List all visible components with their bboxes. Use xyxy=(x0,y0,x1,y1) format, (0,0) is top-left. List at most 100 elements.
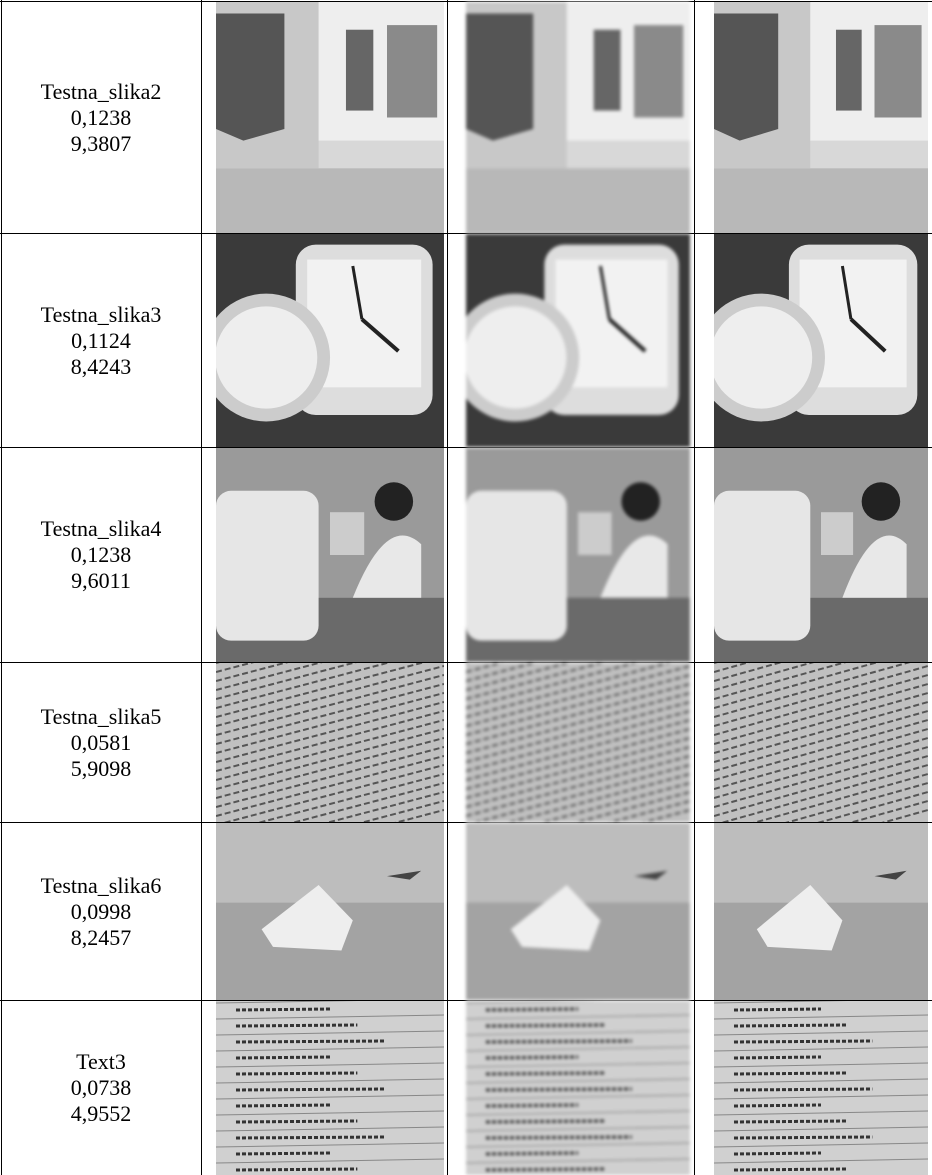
text-line xyxy=(714,737,928,799)
cell-text: Testna_slika4 xyxy=(40,516,162,541)
text-line xyxy=(574,791,690,822)
chart xyxy=(345,29,374,111)
clock-small-face xyxy=(714,306,813,409)
row-rule xyxy=(216,1062,444,1068)
text-line xyxy=(216,663,323,691)
text-line xyxy=(235,1007,331,1012)
text-line xyxy=(485,1039,632,1044)
monitor xyxy=(821,512,854,555)
model xyxy=(510,884,601,951)
row-border xyxy=(0,233,932,234)
row-rule xyxy=(466,1078,690,1084)
text-line xyxy=(733,1087,873,1092)
image xyxy=(714,823,928,1000)
cell-text: 5,9098 xyxy=(70,755,132,781)
text-line xyxy=(506,773,690,822)
text-line xyxy=(235,1103,331,1108)
text-line xyxy=(485,1023,605,1028)
cell-text: Text3 xyxy=(76,1049,126,1074)
text-line xyxy=(216,737,444,799)
text-line xyxy=(466,663,538,682)
column-border xyxy=(447,0,448,1175)
text-line xyxy=(720,764,928,822)
cell-text: 8,4243 xyxy=(70,353,132,379)
plane xyxy=(387,870,422,880)
row-label: Testna_slika5 0,0581 5,9098 xyxy=(1,663,201,822)
cell-text: Testna_slika2 xyxy=(40,78,162,104)
text-line xyxy=(714,701,928,763)
row-rule xyxy=(216,1014,444,1020)
hand xyxy=(849,317,887,353)
row-rule xyxy=(216,1158,444,1164)
text-line xyxy=(235,1023,358,1028)
text-line xyxy=(485,1087,632,1092)
text-line xyxy=(733,1135,873,1140)
text-line xyxy=(235,1167,358,1172)
text-line xyxy=(714,728,928,790)
text-line xyxy=(216,692,444,754)
shelf xyxy=(714,168,928,233)
row-rule xyxy=(714,1126,928,1132)
cell-text: 0,1124 xyxy=(71,327,131,353)
clock xyxy=(216,490,319,641)
text-line xyxy=(785,782,928,822)
row-rule xyxy=(714,1030,928,1036)
row-rule xyxy=(466,1142,690,1148)
text-line xyxy=(714,719,928,781)
image xyxy=(714,1001,928,1175)
model xyxy=(261,884,353,951)
text-line xyxy=(466,728,690,790)
text-line xyxy=(733,1103,822,1108)
clock-small-face xyxy=(216,306,318,409)
head xyxy=(374,482,414,521)
shelf xyxy=(466,168,690,233)
text-line xyxy=(607,800,690,822)
row-rule xyxy=(466,1110,690,1116)
cell-text: 0,0738 xyxy=(70,1075,132,1100)
text-line xyxy=(466,755,690,817)
text-line xyxy=(733,1039,873,1044)
cell-text: 9,3807 xyxy=(70,130,132,156)
cell-text: Testna_slika6 xyxy=(40,872,162,898)
text-line xyxy=(216,663,426,718)
clock xyxy=(466,490,567,641)
grid xyxy=(634,25,684,118)
text-line xyxy=(733,1055,822,1060)
row-rule xyxy=(216,1142,444,1148)
text-line xyxy=(714,663,911,718)
image xyxy=(466,234,690,447)
cell-text: Testna_slika3 xyxy=(40,301,162,327)
shelf xyxy=(216,168,444,233)
text-line xyxy=(733,1167,847,1172)
row-rule xyxy=(714,1110,928,1116)
text-line xyxy=(714,665,928,727)
text-line xyxy=(466,701,690,763)
row-rule xyxy=(714,1046,928,1052)
row-rule xyxy=(714,1078,928,1084)
column-border xyxy=(1,0,2,1175)
image xyxy=(216,1001,444,1175)
text-line xyxy=(817,791,928,822)
row-rule xyxy=(466,1094,690,1100)
text-line xyxy=(733,1023,847,1028)
image xyxy=(466,2,690,233)
text-line xyxy=(216,663,391,709)
plane xyxy=(874,870,907,880)
image xyxy=(216,823,444,1000)
text-line xyxy=(466,746,690,808)
row-rule xyxy=(466,1001,607,1004)
cell-text: 0,0998 xyxy=(70,898,132,924)
image xyxy=(216,2,444,233)
text-line xyxy=(753,773,928,822)
row-rule xyxy=(216,1110,444,1116)
cell-text: 0,0581 xyxy=(70,729,132,755)
row-rule xyxy=(216,1030,444,1036)
row-rule xyxy=(714,1014,928,1020)
text-line xyxy=(466,692,690,754)
image xyxy=(714,663,928,822)
row-rule xyxy=(714,1158,928,1164)
text-line xyxy=(714,710,928,772)
hand xyxy=(598,265,611,320)
row-label: Testna_slika2 0,1238 9,3807 xyxy=(1,2,201,233)
text-line xyxy=(216,719,444,781)
